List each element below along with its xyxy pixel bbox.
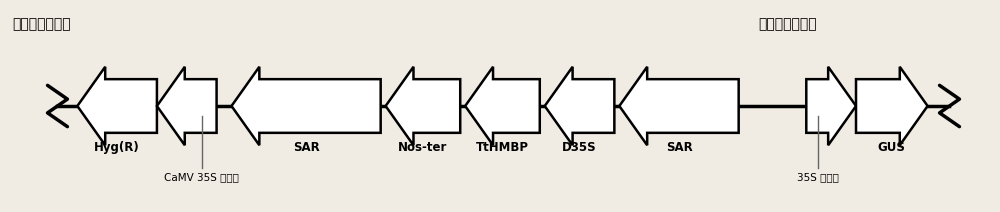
Polygon shape <box>77 67 157 145</box>
Text: Nos-ter: Nos-ter <box>398 141 447 154</box>
Polygon shape <box>232 67 381 145</box>
Text: SAR: SAR <box>666 141 692 154</box>
Polygon shape <box>545 67 614 145</box>
Polygon shape <box>806 67 856 145</box>
Polygon shape <box>157 67 217 145</box>
Polygon shape <box>619 67 739 145</box>
Polygon shape <box>856 67 928 145</box>
Text: CaMV 35S 启动子: CaMV 35S 启动子 <box>164 172 239 182</box>
Text: Hyg(R): Hyg(R) <box>94 141 140 154</box>
Polygon shape <box>465 67 540 145</box>
Text: 35S 启动子: 35S 启动子 <box>797 172 839 182</box>
Text: GUS: GUS <box>878 141 906 154</box>
Text: 转运边界（左）: 转运边界（左） <box>13 17 71 31</box>
Text: D35S: D35S <box>562 141 597 154</box>
Text: SAR: SAR <box>293 141 319 154</box>
Text: TtHMBP: TtHMBP <box>475 141 528 154</box>
Polygon shape <box>386 67 460 145</box>
Text: 转运边界（右）: 转运边界（右） <box>759 17 817 31</box>
